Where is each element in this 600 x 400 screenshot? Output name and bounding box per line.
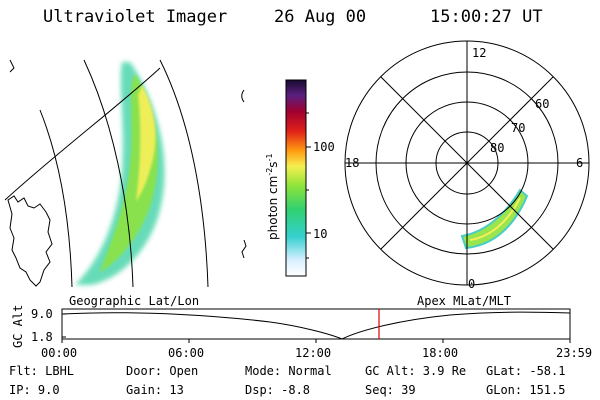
geographic-label: Geographic Lat/Lon <box>69 294 200 308</box>
mlt-label-6: 6 <box>576 156 584 170</box>
altitude-ylabel: GC Alt <box>11 304 25 348</box>
mlt-label-0: 0 <box>468 277 476 291</box>
gc-alt-info: GC Alt: 3.9 Re <box>365 364 467 378</box>
mode-info: Mode: Normal <box>245 364 332 378</box>
coastline <box>7 195 53 287</box>
door-info: Door: Open <box>126 364 199 378</box>
lat-label-60: 60 <box>535 97 550 111</box>
time-tick-1800: 18:00 <box>422 346 459 360</box>
time-tick-0600: 06:00 <box>168 346 205 360</box>
glat-info: GLat: -58.1 <box>486 364 566 378</box>
gain-info: Gain: 13 <box>126 383 184 397</box>
lat-label-70: 70 <box>511 121 526 135</box>
altitude-strip <box>61 308 571 343</box>
lon-line-2 <box>159 59 209 288</box>
colorbar-tick-100: 100 <box>313 140 335 154</box>
lon-line-3 <box>39 109 73 288</box>
colorbar-unit-label: photon cm-2s-1 <box>265 153 280 240</box>
polar-aurora <box>460 188 529 250</box>
time-label: 15:00:27 UT <box>430 7 543 27</box>
geographic-map <box>4 59 247 288</box>
mlt-label-18: 18 <box>345 156 360 170</box>
colorbar-tick-10: 10 <box>313 227 328 241</box>
altitude-ytick-high: 9.0 <box>31 307 53 321</box>
island-top <box>241 89 245 103</box>
altitude-ytick-low: 1.8 <box>31 330 53 344</box>
lat-label-80: 80 <box>490 141 505 155</box>
filter-info: Flt: LBHL <box>9 364 75 378</box>
mlt-label-12: 12 <box>472 46 487 60</box>
time-tick-0000: 00:00 <box>41 346 78 360</box>
instrument-title: Ultraviolet Imager <box>43 7 228 27</box>
time-tick-1200: 12:00 <box>295 346 332 360</box>
island-mid <box>241 239 247 259</box>
ip-info: IP: 9.0 <box>9 383 60 397</box>
glon-info: GLon: 151.5 <box>486 383 566 397</box>
date-label: 26 Aug 00 <box>274 7 367 27</box>
lon-line-1 <box>83 59 134 288</box>
colorbar <box>285 79 311 277</box>
lat-line <box>4 67 161 201</box>
polar-plot <box>344 40 590 286</box>
dsp-info: Dsp: -8.8 <box>245 383 311 397</box>
aurora-core <box>136 85 156 202</box>
seq-info: Seq: 39 <box>365 383 416 397</box>
time-tick-2359: 23:59 <box>556 346 593 360</box>
altitude-curve <box>61 311 571 340</box>
apex-label: Apex MLat/MLT <box>417 294 511 308</box>
island-left <box>9 59 15 73</box>
